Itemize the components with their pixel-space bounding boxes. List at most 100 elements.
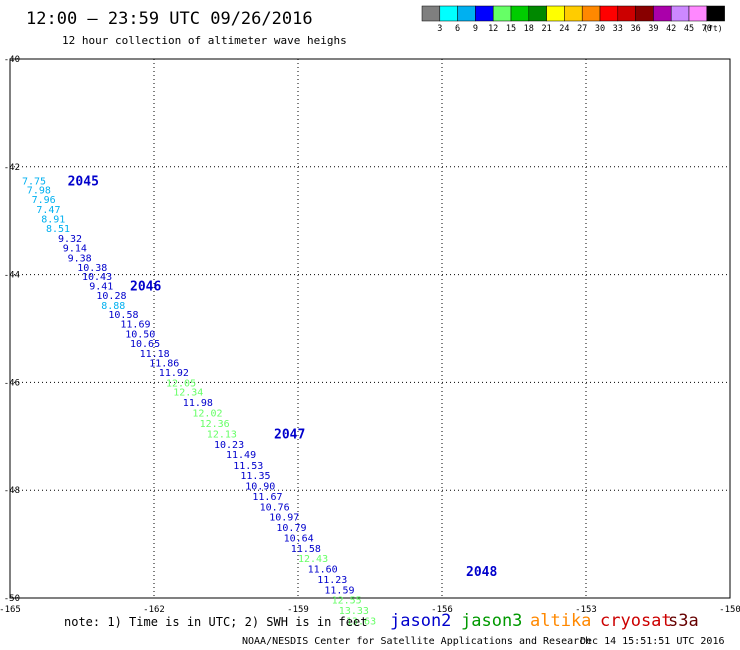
wave-height-label: 11.86 <box>149 358 179 369</box>
wave-height-label: 10.43 <box>82 272 112 283</box>
color-scale-tick: 3 <box>437 24 442 34</box>
time-label: 2045 <box>68 174 99 189</box>
color-scale-unit: (ft) <box>703 24 722 33</box>
y-tick-label: -46 <box>4 378 20 388</box>
color-scale-swatch <box>457 5 476 22</box>
wave-height-label: 9.14 <box>63 244 87 255</box>
chart-subtitle: 12 hour collection of altimeter wave hei… <box>62 34 347 47</box>
color-scale-swatch <box>688 5 708 22</box>
legend-s3a: s3a <box>668 611 699 631</box>
color-scale-swatch <box>528 5 547 22</box>
y-tick-label: -40 <box>4 55 20 65</box>
legend-jason2: jason2 <box>390 611 451 631</box>
color-scale-swatch <box>510 5 530 22</box>
color-scale-tick: 21 <box>541 24 551 34</box>
legend-jason3: jason3 <box>461 611 522 631</box>
y-tick-label: -42 <box>4 163 20 173</box>
x-tick-label: -150 <box>719 605 740 615</box>
color-scale-tick: 42 <box>666 24 676 34</box>
color-scale: 3 6 9 12 15 18 21 24 27 30 33 36 39 42 45 70(ft) <box>421 5 725 34</box>
color-scale-tick: 39 <box>648 24 658 34</box>
grid-lines <box>10 59 730 598</box>
wave-height-label: 10.58 <box>108 310 138 321</box>
wave-height-label: 11.23 <box>317 575 347 586</box>
wave-height-label: 11.69 <box>120 320 150 331</box>
time-labels: 2045 2046 2047 2048 <box>68 174 498 580</box>
footer-credit: NOAA/NESDIS Center for Satellite Applica… <box>242 636 591 647</box>
color-scale-swatch <box>635 5 654 22</box>
footer-note: note: 1) Time is in UTC; 2) SWH is in fe… <box>64 615 367 629</box>
x-tick-label: -165 <box>0 605 21 615</box>
color-scale-tick: 24 <box>559 24 569 34</box>
wave-height-label: 11.49 <box>226 450 256 461</box>
time-label: 2046 <box>130 279 161 294</box>
color-scale-swatch <box>581 5 601 22</box>
wave-height-label: 10.65 <box>130 339 160 350</box>
color-scale-swatch <box>421 5 441 22</box>
wave-height-label: 9.41 <box>89 281 113 292</box>
color-scale-swatch <box>706 5 725 22</box>
wave-height-label: 8.91 <box>41 215 65 226</box>
wave-height-label: 11.92 <box>159 368 189 379</box>
time-label: 2048 <box>466 565 497 580</box>
color-scale-swatch <box>546 5 565 22</box>
wave-height-label: 8.51 <box>46 224 70 235</box>
wave-height-label: 7.96 <box>32 195 56 206</box>
wave-height-label: 10.38 <box>77 263 107 274</box>
wave-height-label: 13.33 <box>339 606 369 617</box>
wave-height-label: 10.23 <box>214 440 244 451</box>
color-scale-swatch <box>492 5 512 22</box>
wave-height-label: 7.98 <box>27 185 51 196</box>
wave-height-label: 12.13 <box>207 430 237 441</box>
color-scale-tick: 27 <box>577 24 587 34</box>
wave-height-label: 7.75 <box>22 176 46 187</box>
wave-height-label: 10.76 <box>260 502 290 513</box>
color-scale-tick: 30 <box>595 24 605 34</box>
wave-height-label: 11.98 <box>183 398 213 409</box>
chart-title: 12:00 — 23:59 UTC 09/26/2016 <box>26 9 313 29</box>
wave-height-label: 12.34 <box>173 388 203 399</box>
color-scale-tick: 33 <box>613 24 623 34</box>
wave-height-label: 11.35 <box>240 471 270 482</box>
color-scale-tick: 12 <box>488 24 498 34</box>
time-label: 2047 <box>274 428 305 443</box>
color-scale-swatch <box>670 5 690 22</box>
plot-area: -165 -162 -159 -156 -153 -150 -40 -42 -44 -46 -48 -… <box>0 55 740 628</box>
wave-height-label: 11.18 <box>140 349 170 360</box>
wave-height-label: 12.43 <box>298 554 328 565</box>
wave-height-label: 11.53 <box>233 461 263 472</box>
y-tick-label: -50 <box>4 594 20 604</box>
x-tick-label: -159 <box>287 605 309 615</box>
legend-cryosat: cryosat <box>600 611 672 631</box>
color-scale-swatch <box>564 5 583 22</box>
wave-height-label: 8.88 <box>101 301 125 312</box>
wave-height-label: 10.90 <box>245 481 275 492</box>
color-scale-tick: 6 <box>455 24 460 34</box>
wave-height-label: 12.05 <box>166 378 196 389</box>
color-scale-tick: 18 <box>524 24 534 34</box>
y-tick-label: -44 <box>4 271 20 281</box>
wave-height-label: 9.38 <box>68 253 92 264</box>
color-scale-tick: 15 <box>506 24 516 34</box>
wave-height-label: 9.32 <box>58 234 82 245</box>
x-tick-label: -162 <box>143 605 165 615</box>
wave-height-label: 13.63 <box>346 617 376 628</box>
x-tick-label: -156 <box>431 605 453 615</box>
color-scale-tick: 45 <box>684 24 694 34</box>
wave-height-label: 10.97 <box>269 513 299 524</box>
wave-height-label: 10.64 <box>284 534 314 545</box>
plot-frame <box>9 58 731 599</box>
wave-height-label: 12.36 <box>200 419 230 430</box>
wave-height-label: 11.58 <box>291 544 321 555</box>
wave-height-label: 10.50 <box>125 329 155 340</box>
tick-labels: -165 -162 -159 -156 -153 -150 -40 -42 -44 -46 -48 -… <box>0 55 740 615</box>
wave-height-label: 11.59 <box>324 585 354 596</box>
legend-altika: altika <box>530 611 591 631</box>
wave-height-label: 7.47 <box>36 205 60 216</box>
color-scale-tick: 9 <box>473 24 478 34</box>
color-scale-swatch <box>475 5 494 22</box>
color-scale-swatch <box>617 5 636 22</box>
color-scale-swatch <box>653 5 672 22</box>
